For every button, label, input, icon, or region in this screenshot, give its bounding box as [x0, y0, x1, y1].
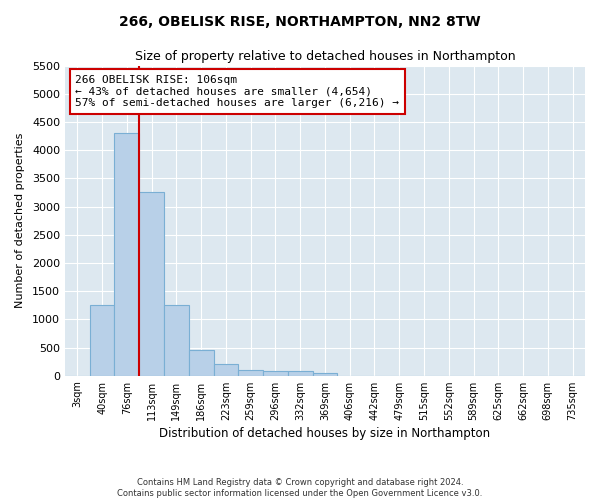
X-axis label: Distribution of detached houses by size in Northampton: Distribution of detached houses by size …: [160, 427, 491, 440]
Bar: [313, 373, 337, 376]
Bar: [115, 133, 139, 376]
Bar: [89, 305, 115, 376]
Bar: [139, 192, 164, 376]
Text: Contains HM Land Registry data © Crown copyright and database right 2024.
Contai: Contains HM Land Registry data © Crown c…: [118, 478, 482, 498]
Bar: [288, 372, 313, 376]
Y-axis label: Number of detached properties: Number of detached properties: [15, 133, 25, 308]
Bar: [263, 372, 288, 376]
Bar: [164, 305, 189, 376]
Text: 266, OBELISK RISE, NORTHAMPTON, NN2 8TW: 266, OBELISK RISE, NORTHAMPTON, NN2 8TW: [119, 15, 481, 29]
Text: 266 OBELISK RISE: 106sqm
← 43% of detached houses are smaller (4,654)
57% of sem: 266 OBELISK RISE: 106sqm ← 43% of detach…: [76, 75, 400, 108]
Bar: [189, 350, 214, 376]
Title: Size of property relative to detached houses in Northampton: Size of property relative to detached ho…: [134, 50, 515, 63]
Bar: [214, 364, 238, 376]
Bar: [238, 370, 263, 376]
